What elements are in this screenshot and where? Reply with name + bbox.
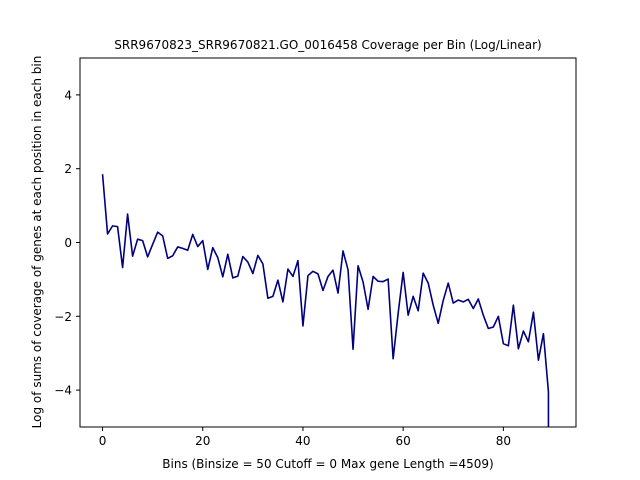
x-tick-label: 0 bbox=[99, 434, 107, 448]
x-tick-label: 60 bbox=[396, 434, 411, 448]
plot-frame bbox=[79, 57, 577, 428]
y-tick-label: 0 bbox=[64, 236, 72, 250]
chart-title: SRR9670823_SRR9670821.GO_0016458 Coverag… bbox=[114, 38, 541, 52]
y-tick-label: −2 bbox=[54, 310, 72, 324]
y-tick-label: −4 bbox=[54, 384, 72, 398]
series-line bbox=[101, 174, 550, 427]
x-tick-label: 80 bbox=[496, 434, 511, 448]
y-tick-label: 4 bbox=[64, 88, 72, 102]
y-axis-label: Log of sums of coverage of genes at each… bbox=[30, 56, 44, 429]
axis-ticks: 0 20 40 60 80 −4 −2 0 2 4 bbox=[54, 88, 511, 448]
y-tick-label: 2 bbox=[64, 162, 72, 176]
x-tick-label: 40 bbox=[295, 434, 310, 448]
x-axis-label: Bins (Binsize = 50 Cutoff = 0 Max gene L… bbox=[162, 457, 493, 471]
x-tick-label: 20 bbox=[195, 434, 210, 448]
